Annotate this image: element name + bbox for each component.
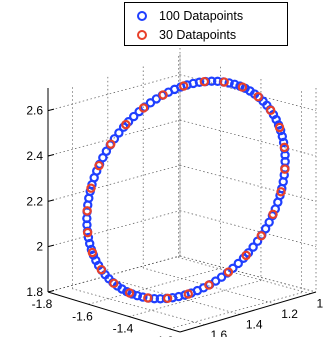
x-tick-label: -1.8 [32,297,53,311]
datapoint-100 [260,224,271,234]
datapoint-30 [223,267,234,277]
datapoint-30 [183,289,194,299]
grid-floor-x [128,280,262,317]
z-tick-mark [47,244,55,248]
datapoint-30 [86,183,96,193]
datapoint-30 [87,247,98,258]
datapoint-100 [229,79,240,90]
z-tick-label: 2.6 [26,104,43,118]
grid-floor-x [169,292,302,330]
datapoint-30 [253,91,263,102]
tick-labels: 1.8 2 2.2 2.4 2.6 -1.8 -1.6 -1.4 -1.2 1.6 1.4 1.2 1 [26,104,323,337]
grid-z-right-wall [179,74,317,112]
grid-floor-y [72,288,205,326]
legend-entry-30: 30 Datapoints [125,26,236,44]
grid-z-left-wall [47,119,181,157]
z-tick-mark [47,108,55,112]
datapoint-30 [204,280,214,290]
datapoint-30 [279,142,290,153]
datapoint-100 [245,86,255,96]
datapoint-30 [199,76,210,87]
y-tick-label: 1.2 [281,307,298,321]
grid-z-right-wall [179,210,317,248]
z-tick-mark [47,199,55,202]
grid-floor-y [107,278,240,315]
y-tick-label: 1.4 [246,317,263,331]
z-tick-mark [47,290,55,293]
datapoint-30 [276,187,286,197]
datapoint-30 [219,77,229,87]
datapoint-30 [178,81,189,91]
datapoint-30 [237,82,248,92]
grid-z-left-wall [47,164,181,202]
datapoint-30 [109,278,119,288]
datapoint-100 [248,242,258,252]
z-tick-label: 2 [36,240,43,254]
grid-z-right-wall [179,164,317,202]
legend-label-30: 30 Datapoints [159,28,237,42]
datapoint-100 [224,78,234,88]
datapoint-30 [280,164,290,174]
legend-entry-100: 100 Datapoints [125,7,243,25]
datapoint-30 [82,227,93,238]
grid-floor-y [178,257,311,294]
grid-floor-y [143,267,276,305]
z-tick-label: 2.2 [26,194,43,208]
datapoint-30 [106,139,116,149]
datapoint-30 [121,119,131,130]
datapoint-100 [101,146,112,156]
series-100-datapoints [82,76,290,304]
grid-z-left-wall [47,210,181,248]
datapoint-30 [143,293,153,303]
x-axis-line [47,291,181,333]
grid-z-right-wall [179,119,317,157]
y-tick-label: 1.6 [210,328,227,337]
grid-floor-x [47,255,181,293]
datapoint-100 [114,128,124,138]
datapoint-30 [96,264,107,275]
legend-marker-red-circle-icon [137,30,147,40]
datapoint-30 [124,288,135,298]
y-tick-label: 1 [317,297,324,311]
datapoint-100 [233,258,243,269]
grid-floor-x [88,267,221,305]
z-tick-mark [47,154,55,157]
datapoint-30 [268,209,278,220]
series-30-datapoints [82,76,290,304]
datapoint-100 [129,111,139,122]
legend: 100 Datapoints 30 Datapoints [124,2,288,46]
x-tick-label: -1.2 [153,334,174,337]
datapoint-30 [158,90,168,100]
datapoint-30 [82,206,92,216]
y-axis-line [179,291,317,333]
grid-layer [47,48,317,330]
datapoint-30 [256,231,266,241]
legend-label-100: 100 Datapoints [159,9,244,23]
legend-marker-blue-circle-icon [137,11,147,21]
datapoint-30 [162,293,173,304]
x-tick-label: -1.6 [72,309,93,323]
axes-layer [47,88,317,333]
grid-floor-back-right [179,255,317,293]
datapoint-100 [138,292,148,302]
datapoint-30 [274,122,285,133]
x-tick-label: -1.4 [113,322,134,336]
z-tick-label: 2.4 [26,149,43,163]
datapoint-30 [241,250,251,261]
grid-z-left-wall [47,74,181,112]
datapoint-30 [94,160,104,171]
z-tick-label: 1.8 [26,285,43,299]
datapoint-100 [132,291,143,301]
datapoint-30 [138,103,149,113]
datapoint-30 [266,105,276,116]
